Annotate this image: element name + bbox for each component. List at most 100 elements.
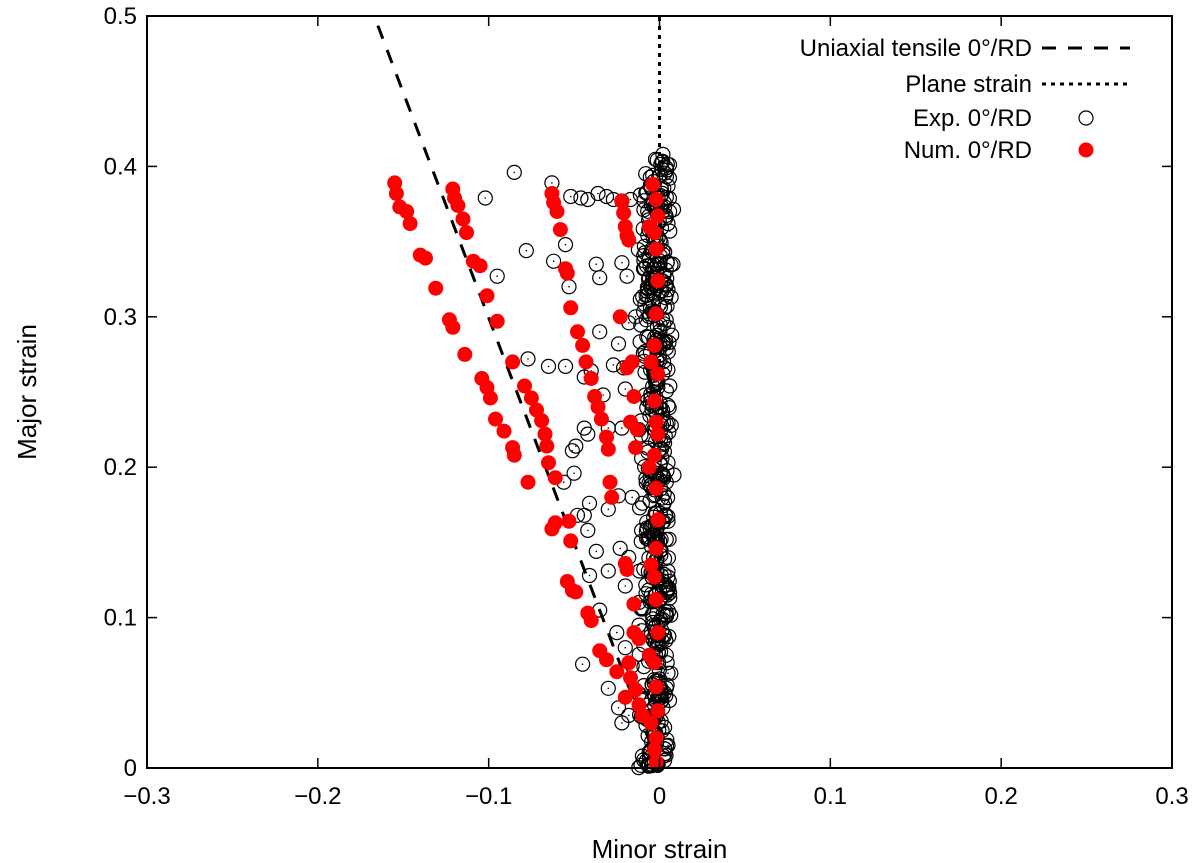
exp-point-center [547,365,550,368]
exp-point-center [607,427,610,429]
exp-point-center [624,646,627,649]
exp-point [627,309,644,325]
exp-point [660,737,676,754]
num-point [650,208,666,224]
exp-point-center [527,358,529,360]
exp-point-center [595,263,598,266]
num-point [629,422,645,438]
exp-point [568,438,584,454]
num-point [517,378,532,394]
exp-point-center [551,182,553,184]
exp-point [574,656,591,672]
num-point [482,390,498,406]
exp-point [590,185,606,202]
exp-point-center [665,654,668,656]
exp-point-center [665,269,668,272]
exp-point-center [667,461,669,464]
num-point [650,273,666,289]
num-point [619,360,635,376]
num-point [539,438,555,454]
x-tick-label: 0.3 [1155,783,1188,810]
exp-point-center [665,347,668,350]
exp-point [656,719,673,736]
exp-point-center [667,404,669,407]
num-point [559,265,575,281]
exp-point [647,151,664,167]
exp-point [545,253,562,269]
exp-point-center [667,672,669,674]
exp-point [633,317,649,333]
exp-point-center [669,597,671,599]
exp-point [566,465,582,481]
x-tick-label: 0 [653,783,666,810]
exp-point-center [607,687,610,690]
num-point [626,389,642,404]
exp-point [592,324,608,340]
exp-point [600,563,616,579]
exp-point-center [663,558,666,560]
exp-point-center [662,153,664,156]
num-point [488,411,503,427]
num-point [472,258,488,274]
exp-point-center [624,585,627,587]
exp-point-center [624,388,627,390]
y-tick-label: 0.5 [104,3,137,30]
exp-point [634,495,651,511]
num-point [631,631,647,647]
exp-point-center [612,364,615,366]
exp-point-center [564,365,567,368]
num-point [575,337,591,353]
x-tick-label: −0.3 [123,783,170,810]
num-point [489,313,505,329]
exp-point-center [667,326,669,329]
legend-swatch-exp [1078,110,1094,126]
num-point [402,216,418,232]
exp-point [610,700,627,716]
exp-point-center [484,197,487,199]
exp-point [633,757,649,773]
exp-point-center [573,472,575,475]
num-point [646,742,662,758]
num-point [648,241,664,257]
exp-point-center [621,427,623,429]
exp-point [658,160,674,176]
exp-point [506,164,522,180]
num-point [645,176,661,192]
legend-label-plane-strain: Plane strain [905,71,1032,98]
exp-point-center [663,442,666,444]
num-point [646,393,662,409]
exp-point [600,680,616,696]
exp-point-center [602,394,604,396]
exp-point-center [496,275,499,278]
num-point [614,193,630,209]
exp-point-center [595,550,598,553]
exp-point-center [621,261,623,264]
x-tick-label: 0.1 [814,783,847,810]
exp-point-center [575,445,577,447]
x-axis-label: Minor strain [592,834,728,863]
legend-swatch-num [1078,142,1094,158]
num-point [541,455,556,471]
num-point [496,423,512,439]
num-point [648,540,664,556]
exp-point [564,443,581,459]
exp-point [656,494,673,510]
exp-point [563,188,579,205]
exp-point-center [667,744,669,747]
num-point [563,533,579,549]
num-point [648,306,664,322]
exp-point-center [667,520,669,523]
exp-point-center [616,631,618,634]
num-point [646,447,662,463]
exp-point [617,578,633,594]
num-point [646,569,662,585]
num-point [570,324,585,340]
exp-series-markers [477,146,678,773]
y-tick-label: 0.4 [104,153,137,180]
exp-point-center [669,230,671,232]
exp-point [540,358,557,374]
num-point [583,371,599,386]
num-point [641,219,657,235]
num-point [506,447,522,463]
